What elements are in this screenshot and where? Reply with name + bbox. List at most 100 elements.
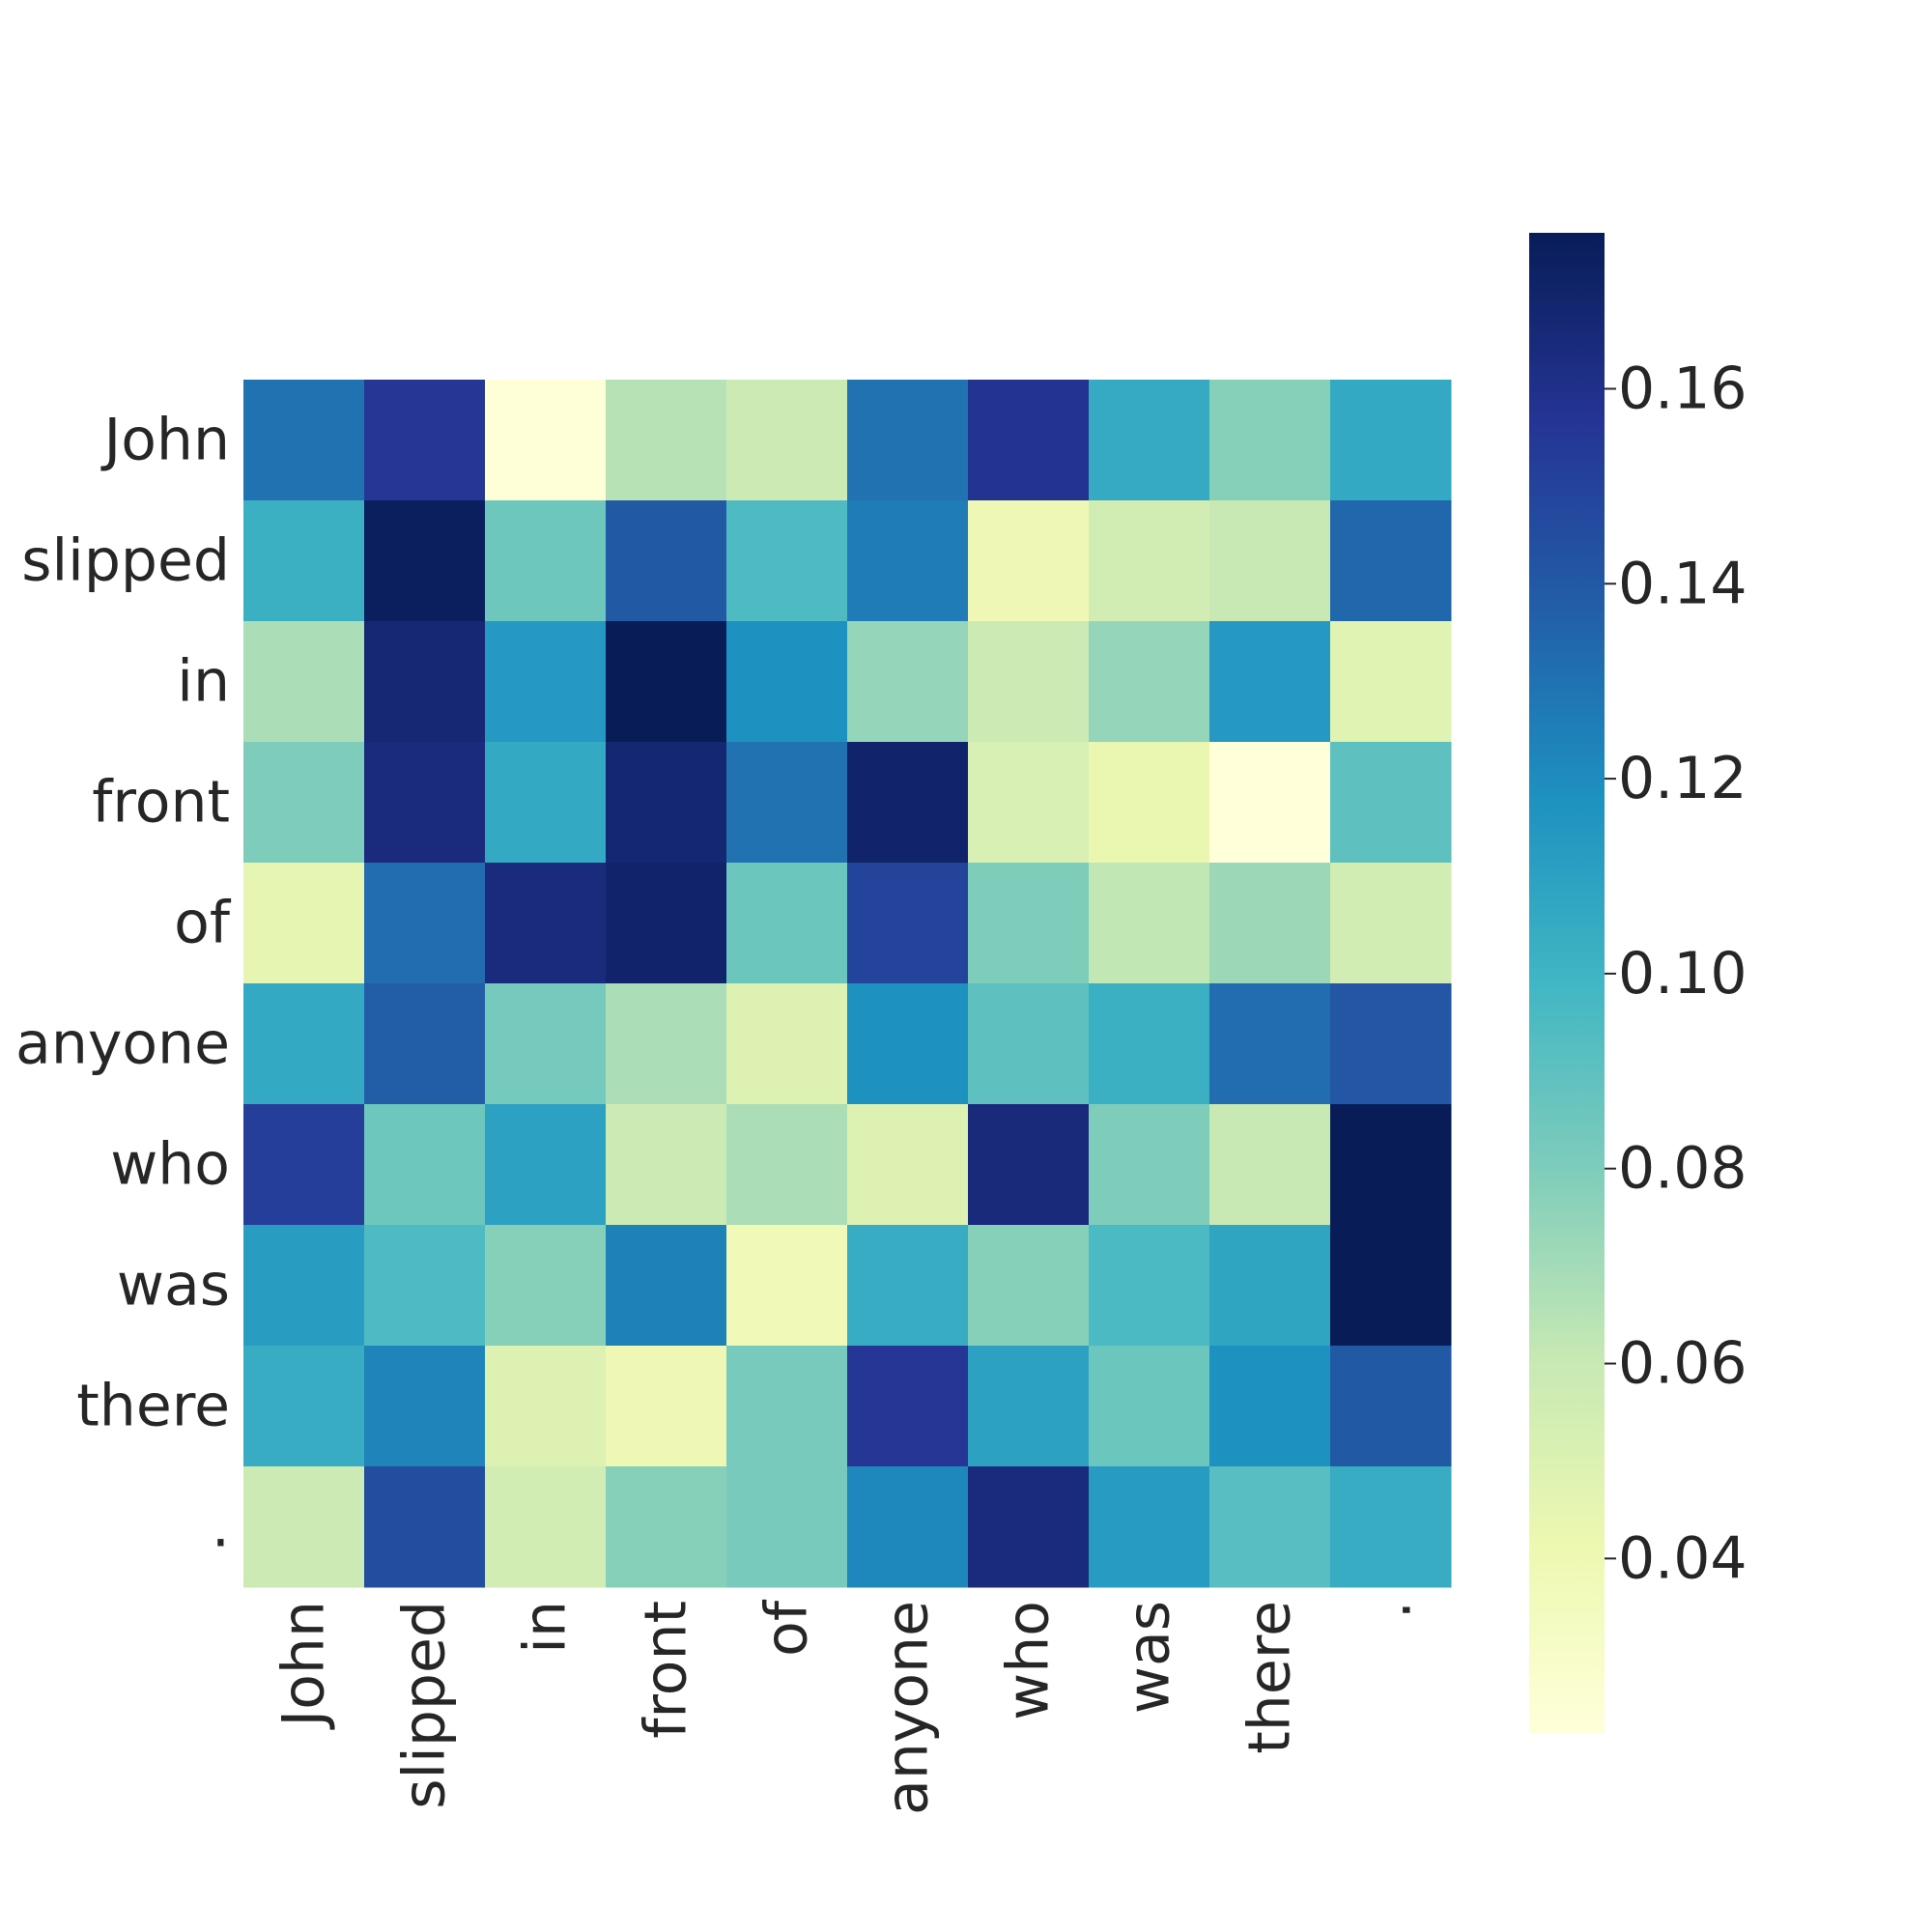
x-tick-label: of bbox=[753, 1599, 821, 1657]
x-tick-label: . bbox=[1357, 1601, 1425, 1619]
heatmap-cell-9-2 bbox=[485, 1466, 607, 1588]
heatmap-cell-3-7 bbox=[1089, 742, 1210, 864]
heatmap-cell-5-2 bbox=[485, 983, 607, 1105]
heatmap-cell-6-2 bbox=[485, 1104, 607, 1226]
heatmap-cell-9-3 bbox=[606, 1466, 727, 1588]
heatmap-cell-8-6 bbox=[968, 1346, 1090, 1467]
heatmap-cell-8-5 bbox=[847, 1346, 969, 1467]
colorbar-tick-label: 0.12 bbox=[1618, 745, 1747, 812]
heatmap-cell-6-7 bbox=[1089, 1104, 1210, 1226]
heatmap-cell-1-6 bbox=[968, 500, 1090, 622]
heatmap-cell-2-3 bbox=[606, 621, 727, 743]
heatmap-cell-5-8 bbox=[1209, 983, 1331, 1105]
heatmap-cell-5-1 bbox=[364, 983, 486, 1105]
heatmap-cell-1-9 bbox=[1330, 500, 1452, 622]
heatmap-cell-6-6 bbox=[968, 1104, 1090, 1226]
heatmap-cell-4-9 bbox=[1330, 863, 1452, 984]
x-tick-label: who bbox=[995, 1601, 1063, 1720]
heatmap-cell-7-1 bbox=[364, 1225, 486, 1347]
heatmap-cell-5-7 bbox=[1089, 983, 1210, 1105]
x-tick-label: was bbox=[1116, 1601, 1183, 1714]
x-tick-label: John bbox=[270, 1601, 338, 1730]
heatmap-cell-6-5 bbox=[847, 1104, 969, 1226]
y-tick-label: was bbox=[117, 1252, 230, 1320]
heatmap-cell-6-3 bbox=[606, 1104, 727, 1226]
heatmap-cell-8-7 bbox=[1089, 1346, 1210, 1467]
heatmap-cell-4-5 bbox=[847, 863, 969, 984]
heatmap-cell-4-6 bbox=[968, 863, 1090, 984]
x-tick-label: in bbox=[512, 1601, 580, 1654]
heatmap-cell-2-5 bbox=[847, 621, 969, 743]
y-axis-labels: John slipped in front of anyone who was there. bbox=[15, 407, 232, 1561]
heatmap-cell-4-1 bbox=[364, 863, 486, 984]
heatmap-cell-5-6 bbox=[968, 983, 1090, 1105]
heatmap-cell-4-8 bbox=[1209, 863, 1331, 984]
heatmap-cell-0-3 bbox=[606, 380, 727, 501]
heatmap-cell-8-8 bbox=[1209, 1346, 1331, 1467]
heatmap-cell-3-9 bbox=[1330, 742, 1452, 864]
heatmap-cell-0-4 bbox=[726, 380, 848, 501]
heatmap-cell-7-3 bbox=[606, 1225, 727, 1347]
heatmap-cell-9-0 bbox=[243, 1466, 365, 1588]
heatmap-cell-3-6 bbox=[968, 742, 1090, 864]
heatmap-cell-0-1 bbox=[364, 380, 486, 501]
heatmap-cell-3-2 bbox=[485, 742, 607, 864]
heatmap-cell-2-9 bbox=[1330, 621, 1452, 743]
x-tick-label: there bbox=[1236, 1601, 1304, 1754]
heatmap-cell-5-5 bbox=[847, 983, 969, 1105]
y-tick-label: anyone bbox=[15, 1010, 230, 1078]
y-tick-label: slipped bbox=[21, 527, 230, 595]
x-tick-label: front bbox=[633, 1601, 700, 1739]
heatmap-cell-0-7 bbox=[1089, 380, 1210, 501]
heatmap-cell-6-9 bbox=[1330, 1104, 1452, 1226]
heatmap-cell-2-6 bbox=[968, 621, 1090, 743]
x-axis-labels: John slipped in front of anyone who was there. bbox=[270, 1599, 1425, 1815]
colorbar-ticks: 0.04 0.06 0.08 0.10 0.12 0.14 0.16 bbox=[1605, 355, 1747, 1592]
heatmap-cell-6-8 bbox=[1209, 1104, 1331, 1226]
heatmap-cell-7-4 bbox=[726, 1225, 848, 1347]
heatmap-cell-9-9 bbox=[1330, 1466, 1452, 1588]
heatmap-cell-8-2 bbox=[485, 1346, 607, 1467]
heatmap-cell-9-4 bbox=[726, 1466, 848, 1588]
heatmap-cell-2-8 bbox=[1209, 621, 1331, 743]
colorbar-tick-label: 0.04 bbox=[1618, 1524, 1747, 1592]
heatmap-cell-3-1 bbox=[364, 742, 486, 864]
heatmap-cell-3-4 bbox=[726, 742, 848, 864]
y-tick-label: there bbox=[76, 1373, 230, 1440]
heatmap-cell-3-5 bbox=[847, 742, 969, 864]
heatmap-cell-6-0 bbox=[243, 1104, 365, 1226]
heatmap-cell-8-1 bbox=[364, 1346, 486, 1467]
heatmap-cell-0-6 bbox=[968, 380, 1090, 501]
heatmap-cell-9-7 bbox=[1089, 1466, 1210, 1588]
heatmap-cell-2-0 bbox=[243, 621, 365, 743]
heatmap-cell-1-4 bbox=[726, 500, 848, 622]
heatmap-cell-0-0 bbox=[243, 380, 365, 501]
colorbar-tick-label: 0.08 bbox=[1618, 1135, 1747, 1203]
heatmap-cell-1-7 bbox=[1089, 500, 1210, 622]
heatmap-cell-9-1 bbox=[364, 1466, 486, 1588]
colorbar: 0.04 0.06 0.08 0.10 0.12 0.14 0.16 bbox=[1529, 233, 1747, 1734]
heatmap-cell-8-9 bbox=[1330, 1346, 1452, 1467]
y-tick-label: John bbox=[100, 407, 230, 474]
heatmap-cell-5-4 bbox=[726, 983, 848, 1105]
heatmap-cell-7-5 bbox=[847, 1225, 969, 1347]
heatmap-cell-1-3 bbox=[606, 500, 727, 622]
heatmap-cell-0-2 bbox=[485, 380, 607, 501]
heatmap-cell-5-3 bbox=[606, 983, 727, 1105]
heatmap-cell-2-4 bbox=[726, 621, 848, 743]
y-tick-label: of bbox=[174, 890, 232, 957]
heatmap-cell-6-4 bbox=[726, 1104, 848, 1226]
heatmap-cell-5-9 bbox=[1330, 983, 1452, 1105]
heatmap-cell-8-0 bbox=[243, 1346, 365, 1467]
y-tick-label: . bbox=[212, 1493, 230, 1561]
heatmap-cell-9-8 bbox=[1209, 1466, 1331, 1588]
heatmap-cell-4-2 bbox=[485, 863, 607, 984]
heatmap-cell-9-5 bbox=[847, 1466, 969, 1588]
heatmap-cell-7-0 bbox=[243, 1225, 365, 1347]
heatmap-cell-4-7 bbox=[1089, 863, 1210, 984]
colorbar-tick-label: 0.06 bbox=[1618, 1330, 1747, 1398]
colorbar-tick-label: 0.16 bbox=[1618, 355, 1747, 422]
y-tick-label: front bbox=[92, 769, 230, 837]
colorbar-tick-label: 0.14 bbox=[1618, 550, 1747, 617]
